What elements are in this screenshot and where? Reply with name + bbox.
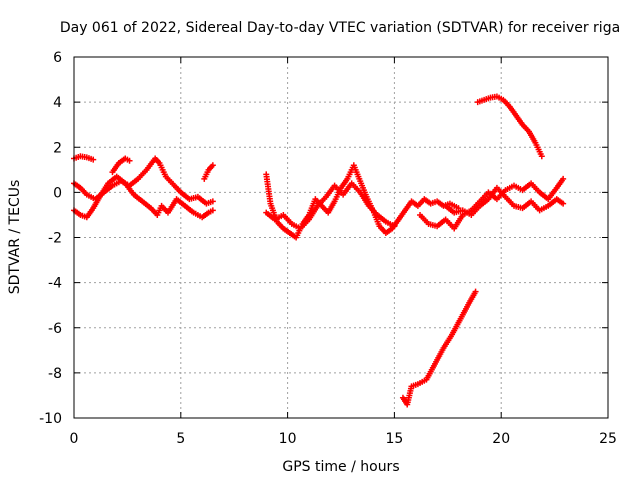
data-point (90, 156, 97, 163)
x-tick-label: 15 (385, 431, 403, 447)
data-marks (71, 93, 567, 408)
series-j (474, 93, 545, 160)
series-f (263, 162, 462, 241)
series-h (417, 175, 567, 232)
x-tick-label: 20 (492, 431, 510, 447)
axis-ticks: 0 5 10 15 20 25 -10 -8 -6 -4 -2 0 2 4 6 (39, 50, 617, 447)
series-a (71, 153, 97, 163)
y-tick-label: -8 (48, 366, 62, 382)
data-point (209, 207, 216, 214)
grid-lines (74, 57, 608, 418)
y-tick-label: -2 (48, 231, 62, 247)
data-point (472, 288, 479, 295)
data-point (126, 157, 133, 164)
x-tick-label: 5 (176, 431, 185, 447)
data-point (391, 223, 398, 230)
series-d (109, 155, 133, 176)
data-point (538, 153, 545, 160)
y-tick-label: 0 (53, 185, 62, 201)
x-tick-label: 25 (599, 431, 617, 447)
y-tick-label: 2 (53, 140, 62, 156)
x-axis-label: GPS time / hours (282, 459, 399, 475)
data-point (209, 162, 216, 169)
y-tick-label: -4 (48, 276, 62, 292)
data-point (560, 175, 567, 182)
x-tick-label: 10 (279, 431, 297, 447)
y-tick-label: 6 (53, 50, 62, 66)
series-i (442, 184, 567, 218)
data-point (560, 200, 567, 207)
series-e (201, 162, 216, 182)
series-k (399, 288, 479, 408)
y-tick-label: 4 (53, 95, 62, 111)
series-c (71, 155, 216, 207)
series-g (263, 180, 398, 232)
y-axis-label: SDTVAR / TECUs (7, 180, 23, 295)
y-tick-label: -10 (39, 411, 62, 427)
y-tick-label: -6 (48, 321, 62, 337)
data-point (209, 198, 216, 205)
chart-title: Day 061 of 2022, Sidereal Day-to-day VTE… (60, 20, 620, 36)
x-tick-label: 0 (70, 431, 79, 447)
